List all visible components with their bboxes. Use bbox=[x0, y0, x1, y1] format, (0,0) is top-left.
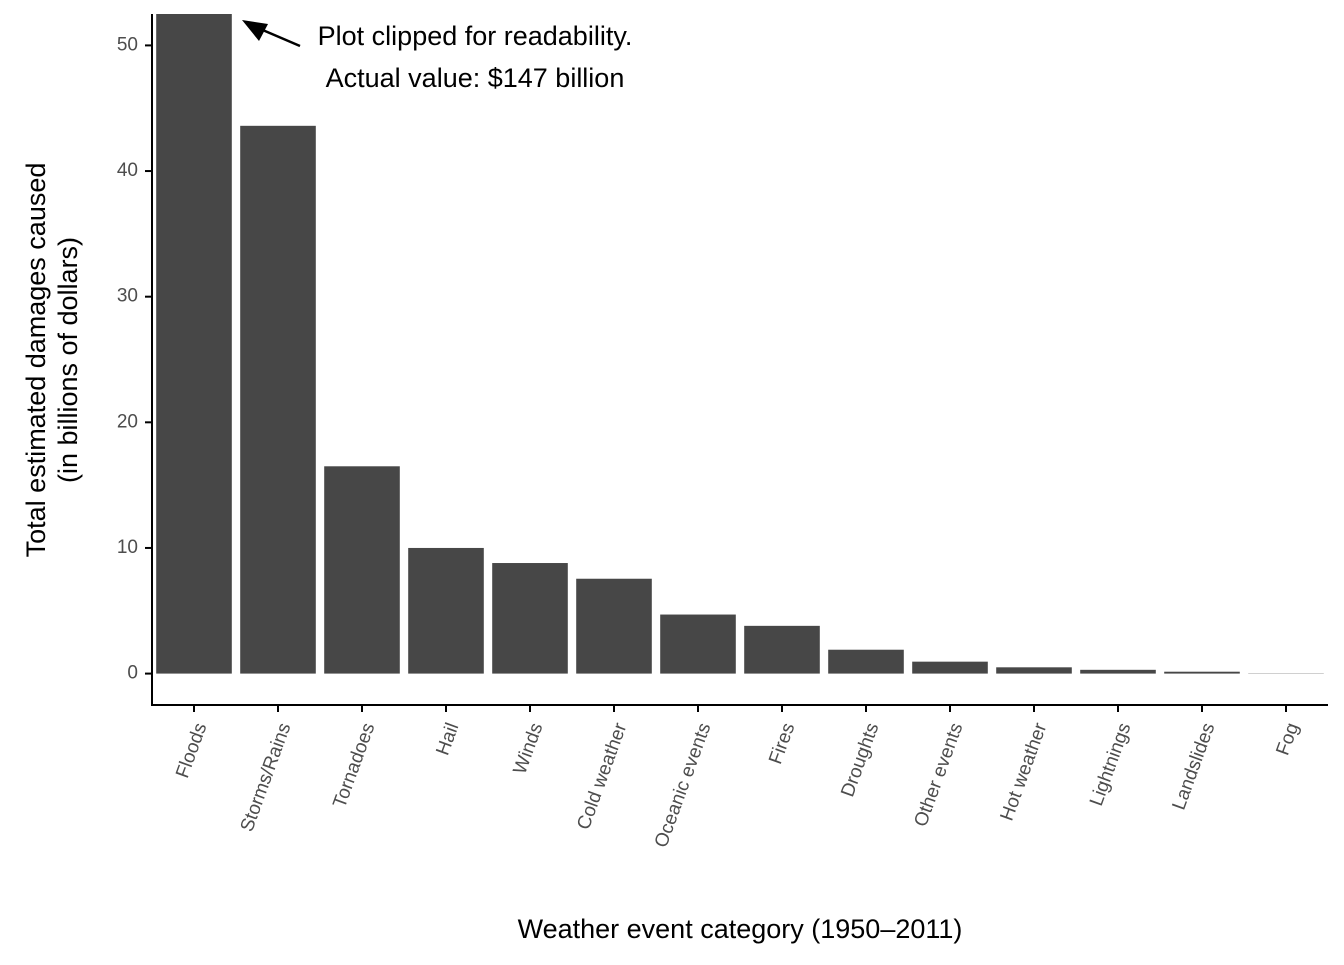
bar bbox=[744, 626, 820, 674]
x-tick-label: Oceanic events bbox=[651, 720, 716, 850]
bar bbox=[156, 0, 232, 674]
x-tick-label: Storms/Rains bbox=[237, 720, 296, 834]
x-tick-label: Winds bbox=[510, 720, 548, 777]
x-tick-label: Hot weather bbox=[997, 720, 1052, 824]
x-tick-label: Floods bbox=[172, 720, 211, 781]
bars bbox=[156, 0, 1324, 674]
bar bbox=[828, 650, 904, 674]
x-tick-label: Hail bbox=[432, 720, 463, 758]
annotation-arrowhead bbox=[242, 20, 268, 41]
x-tick-label: Landslides bbox=[1169, 720, 1220, 813]
y-tick-label: 0 bbox=[127, 663, 138, 684]
bar bbox=[660, 615, 736, 674]
x-tick-label: Fog bbox=[1272, 720, 1303, 758]
x-axis-title: Weather event category (1950–2011) bbox=[518, 914, 963, 944]
x-tick-label: Cold weather bbox=[573, 720, 631, 833]
bar bbox=[996, 667, 1072, 673]
y-axis-title: Total estimated damages caused bbox=[21, 163, 51, 558]
bar bbox=[1080, 670, 1156, 674]
bar bbox=[492, 563, 568, 674]
y-tick-label: 50 bbox=[117, 34, 138, 55]
y-tick-label: 30 bbox=[117, 286, 138, 307]
x-tick-label: Lightnings bbox=[1086, 720, 1135, 809]
bar bbox=[912, 662, 988, 674]
bar bbox=[240, 126, 316, 674]
bar bbox=[408, 548, 484, 674]
y-tick-label: 20 bbox=[117, 411, 138, 432]
y-tick-label: 40 bbox=[117, 160, 138, 181]
x-tick-label: Droughts bbox=[837, 720, 883, 800]
annotation: Actual value: $147 billion bbox=[326, 63, 625, 93]
x-tick-label: Fires bbox=[765, 720, 799, 767]
x-tick-label: Tornadoes bbox=[329, 720, 379, 811]
bar bbox=[324, 466, 400, 673]
y-tick-label: 10 bbox=[117, 537, 138, 558]
annotation: Plot clipped for readability. bbox=[318, 21, 633, 51]
bar bbox=[576, 579, 652, 674]
x-tick-label: Other events bbox=[910, 720, 967, 829]
bar bbox=[1164, 672, 1240, 674]
y-axis-title: (in billions of dollars) bbox=[53, 237, 83, 483]
